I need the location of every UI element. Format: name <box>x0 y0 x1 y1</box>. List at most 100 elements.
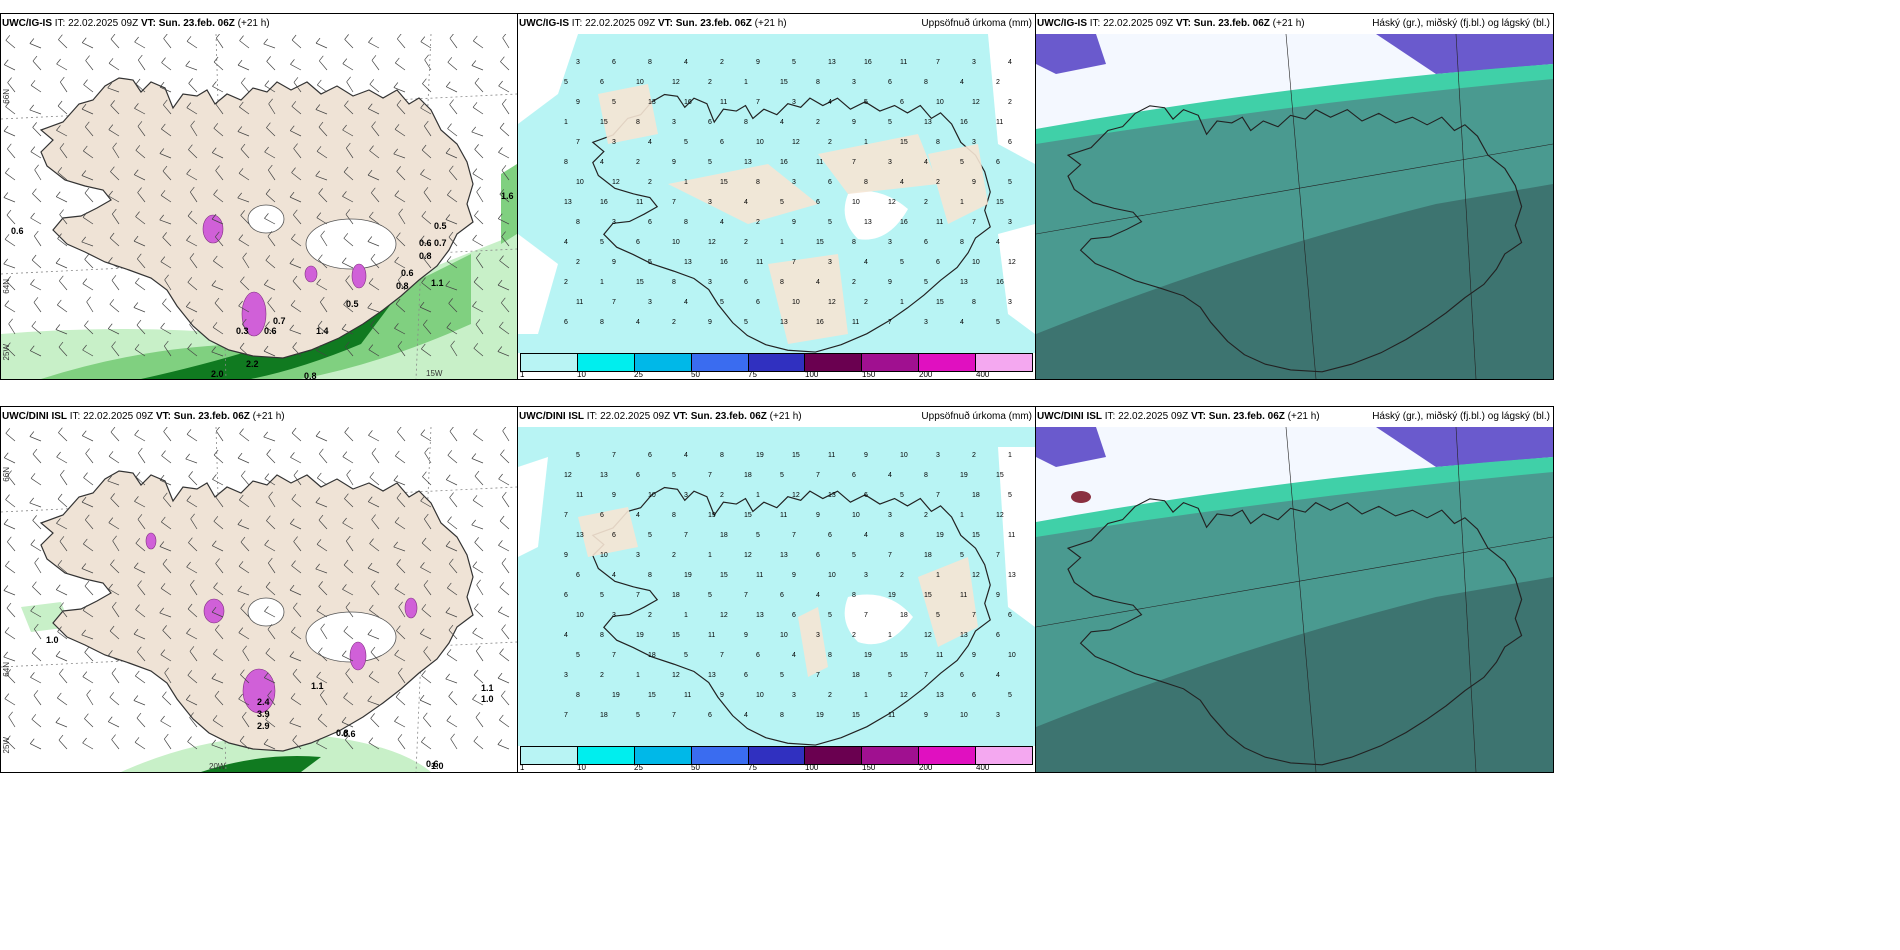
wind-barb <box>419 306 432 313</box>
wind-barb-flag <box>83 79 88 85</box>
wind-barb-flag <box>162 165 168 172</box>
precip-amount-label: 8 <box>672 512 676 519</box>
wind-barb-flag <box>370 253 376 260</box>
precip-amount-label: 5 <box>648 532 652 539</box>
precip-amount-label: 2 <box>576 259 580 266</box>
wind-barb-flag <box>476 252 481 259</box>
wind-barb-flag <box>473 343 479 349</box>
wind-barb <box>237 197 250 203</box>
wind-barb-flag <box>237 585 242 592</box>
precip-value-label: 1.6 <box>501 191 514 201</box>
wind-barb-flag <box>474 144 479 150</box>
wind-barb <box>239 433 250 442</box>
precip-amount-label: 5 <box>900 259 904 266</box>
wind-barb-flag <box>346 76 351 83</box>
precip-amount-label: 6 <box>828 532 832 539</box>
wind-barb-flag <box>263 738 269 745</box>
precip-amount-label: 12 <box>672 672 680 679</box>
wind-barb-flag <box>421 670 426 676</box>
precip-amount-label: 18 <box>972 492 980 499</box>
wind-barb-flag <box>498 540 503 546</box>
wind-barb <box>342 655 354 662</box>
precip-amount-label: 11 <box>780 512 787 519</box>
wind-barb <box>59 214 68 225</box>
wind-barb-flag <box>211 147 217 153</box>
precip-amount-label: 2 <box>720 59 724 66</box>
wind-barb <box>367 634 380 640</box>
wind-barb-flag <box>421 343 426 350</box>
precip-amount-label: 4 <box>600 159 604 166</box>
wind-barb-flag <box>266 122 271 128</box>
wind-barb-flag <box>211 673 217 679</box>
wind-barb-flag <box>398 274 403 281</box>
precip-amount-label: 7 <box>924 672 928 679</box>
precip-amount-label: 6 <box>1008 612 1012 619</box>
precip-amount-label: 7 <box>744 592 748 599</box>
precip-amount-label: 7 <box>972 612 976 619</box>
wind-barb-flag <box>212 474 217 480</box>
wind-barb-flag <box>293 209 298 216</box>
precip-amount-label: 10 <box>780 632 788 639</box>
precip-area-mid <box>41 254 471 379</box>
precip-amount-label: 5 <box>684 139 688 146</box>
precip-amount-label: 4 <box>564 239 568 246</box>
colorbar-tick: 150 <box>862 370 876 379</box>
precip-amount-label: 9 <box>720 692 724 699</box>
wind-barb <box>241 323 250 335</box>
wind-barb-flag <box>475 319 481 325</box>
wind-barb <box>499 653 510 662</box>
precip-amount-label: 4 <box>960 319 964 326</box>
wind-barb <box>345 280 354 291</box>
wind-barb <box>58 739 68 750</box>
wind-barb <box>84 192 94 203</box>
precip-amount-label: 5 <box>792 59 796 66</box>
precip-amount-label: 18 <box>600 712 608 719</box>
wind-barb <box>241 716 250 728</box>
wind-barb <box>266 127 276 137</box>
lead-time: (+21 h) <box>252 411 285 422</box>
wind-barb-flag <box>317 472 322 479</box>
wind-barb-flag <box>82 605 88 611</box>
wind-barb <box>447 521 458 530</box>
wind-barb-flag <box>291 34 297 41</box>
snow-precip-blob <box>242 668 276 714</box>
precip-amount-label: 5 <box>900 492 904 499</box>
wind-barb <box>136 324 146 335</box>
wind-barb <box>318 586 328 596</box>
precip-amount-label: 2 <box>936 179 940 186</box>
wind-barb-flag <box>211 739 216 746</box>
wind-barb <box>211 218 224 225</box>
wind-barb-flag <box>215 99 221 105</box>
no-precip-area <box>844 191 908 240</box>
wind-barb-flag <box>447 582 452 589</box>
wind-barb-flag <box>344 493 349 499</box>
precip-amount-label: 9 <box>864 452 868 459</box>
panel-header: UWC/IG-IS IT: 22.02.2025 09Z VT: Sun. 23… <box>518 14 1035 34</box>
wind-barb-flag <box>185 694 191 700</box>
wind-barb-flag <box>82 671 88 677</box>
wind-barb-flag <box>501 231 506 237</box>
precip-amount-label: 9 <box>792 572 796 579</box>
wind-barb-flag <box>84 647 89 653</box>
wind-barb <box>344 105 354 115</box>
wind-barb-flag <box>3 125 9 132</box>
precip-value-label: 1.7 <box>183 378 196 379</box>
wind-barb-flag <box>112 208 117 215</box>
precip-amount-label: 15 <box>972 532 980 539</box>
wind-barb <box>290 304 302 313</box>
wind-barb-flag <box>162 691 167 697</box>
precip-value-label: 0.8 <box>419 251 432 261</box>
wind-barb-flag <box>33 690 39 696</box>
wind-barb-flag <box>421 537 427 544</box>
wind-barb-flag <box>162 558 168 565</box>
wind-barb <box>238 698 250 706</box>
precip-amount-label: 3 <box>792 179 796 186</box>
wind-barb-flag <box>449 99 454 105</box>
wind-barb-flag <box>187 603 193 610</box>
wind-barb <box>449 38 458 49</box>
wind-barb-flag <box>7 536 12 543</box>
wind-barb-flag <box>318 188 323 194</box>
wind-barb-flag <box>447 123 452 129</box>
grid-line <box>1036 536 1553 628</box>
wind-barb <box>293 148 302 159</box>
